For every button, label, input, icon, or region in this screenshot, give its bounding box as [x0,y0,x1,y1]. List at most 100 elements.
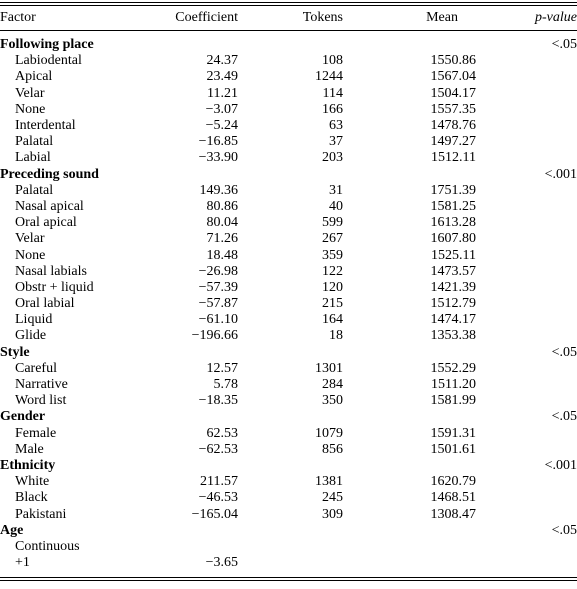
coefficient: 18.48 [206,247,239,263]
empty-cell [238,345,343,361]
data-row: Nasal labials −26.98 122 1473.57 [0,264,577,280]
data-row: Male −62.53 856 1501.61 [0,442,577,458]
coefficient: 71.26 [206,231,239,247]
column-header: Factor [0,10,36,25]
p-value: <.05 [551,409,577,425]
empty-cell [476,199,577,215]
factor: Nasal labials [15,263,87,279]
factor: Palatal [15,134,54,150]
p-value: <.05 [551,522,577,538]
factor: None [15,101,46,117]
coefficient: −57.87 [198,296,238,312]
empty-cell [476,296,577,312]
empty-cell [150,539,238,555]
tokens: 37 [329,134,343,150]
factor: Interdental [15,118,76,134]
tokens: 284 [322,377,343,393]
group-row: Age <.05 [0,523,577,539]
factor: Oral apical [15,215,77,231]
tokens: 40 [329,198,343,214]
data-row: Velar 71.26 267 1607.80 [0,231,577,247]
empty-cell [343,523,476,539]
coefficient: 12.57 [206,360,239,376]
top-rule [0,2,577,6]
data-row: +1 −3.65 [0,555,577,571]
empty-cell [476,247,577,263]
empty-cell [238,555,343,571]
data-row: Glide −196.66 18 1353.38 [0,328,577,344]
empty-cell [476,555,577,571]
data-row: Female 62.53 1079 1591.31 [0,426,577,442]
factor: Continuous [15,538,80,554]
data-row: Apical 23.49 1244 1567.04 [0,69,577,85]
empty-cell [150,458,238,474]
coefficient: −57.39 [198,279,238,295]
coefficient: −165.04 [191,506,238,522]
factor: Palatal [15,182,54,198]
empty-cell [476,150,577,166]
p-value: <.05 [551,344,577,360]
group-name: Ethnicity [0,457,56,473]
tokens: 203 [322,150,343,166]
factor: Careful [15,360,57,376]
mean: 1567.04 [430,69,477,85]
empty-cell [476,426,577,442]
empty-cell [238,539,343,555]
factor: None [15,247,46,263]
empty-cell [238,31,343,54]
factor: Velar [15,85,45,101]
mean: 1557.35 [430,101,477,117]
empty-cell [476,328,577,344]
mean: 1525.11 [431,247,476,263]
tokens: 31 [329,182,343,198]
coefficient: 23.49 [206,69,239,85]
empty-cell [476,280,577,296]
empty-cell [476,474,577,490]
data-row: Palatal 149.36 31 1751.39 [0,183,577,199]
coefficient: 62.53 [206,425,239,441]
empty-cell [150,409,238,425]
group-row: Gender <.05 [0,409,577,425]
data-row: Interdental −5.24 63 1478.76 [0,118,577,134]
tokens: 245 [322,490,343,506]
coefficient: −16.85 [198,134,238,150]
mean: 1751.39 [430,182,477,198]
tokens: 114 [322,85,343,101]
factor: Pakistani [15,506,67,522]
coefficient: 11.21 [207,85,238,101]
data-row: Labiodental 24.37 108 1550.86 [0,53,577,69]
group-name: Following place [0,37,94,53]
tokens: 215 [322,296,343,312]
data-row: Obstr + liquid −57.39 120 1421.39 [0,280,577,296]
tokens: 122 [322,263,343,279]
column-header: Coefficient [175,10,238,25]
factor: Apical [15,69,53,85]
empty-cell [476,231,577,247]
data-row: None −3.07 166 1557.35 [0,102,577,118]
table-header: Factor Coefficient Tokens Mean p-value [0,6,577,31]
mean: 1308.47 [430,506,477,522]
mean: 1473.57 [430,263,477,279]
empty-cell [476,183,577,199]
empty-cell [343,555,476,571]
coefficient: −61.10 [198,312,238,328]
coefficient: −46.53 [198,490,238,506]
data-row: Word list −18.35 350 1581.99 [0,393,577,409]
empty-cell [476,490,577,506]
empty-cell [476,118,577,134]
data-row: Continuous [0,539,577,555]
group-name: Gender [0,409,46,425]
group-row: Style <.05 [0,345,577,361]
coefficient: 24.37 [206,53,239,69]
factor: Velar [15,231,45,247]
mean: 1421.39 [430,279,477,295]
empty-cell [476,393,577,409]
empty-cell [476,539,577,555]
data-row: Labial −33.90 203 1512.11 [0,150,577,166]
factor: Nasal apical [15,198,84,214]
coefficient: 5.78 [213,377,239,393]
tokens: 120 [322,279,343,295]
empty-cell [476,506,577,522]
empty-cell [238,523,343,539]
mean: 1474.17 [430,312,477,328]
